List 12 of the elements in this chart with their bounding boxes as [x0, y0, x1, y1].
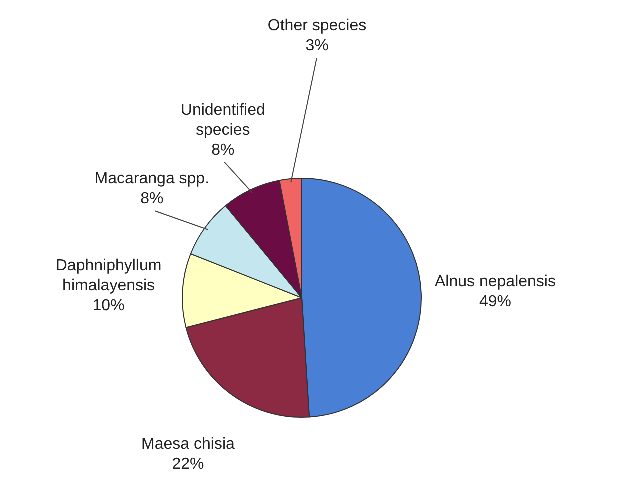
- slice-label: Daphniphyllum himalayensis: [56, 257, 162, 294]
- data-label: 8%: [140, 190, 164, 208]
- data-label: 10%: [92, 297, 125, 314]
- data-label: 49%: [479, 293, 512, 310]
- slice-label: Alnus nepalensis: [435, 273, 556, 290]
- slice-label: Unidentified species: [180, 102, 266, 139]
- data-label: 22%: [172, 456, 204, 474]
- slice-label: Maesa chisia: [142, 436, 235, 454]
- slice-label: Macaranga spp.: [94, 170, 210, 188]
- data-label: 8%: [212, 142, 235, 159]
- slice-label: Other species: [268, 18, 367, 35]
- data-label: 3%: [306, 38, 329, 55]
